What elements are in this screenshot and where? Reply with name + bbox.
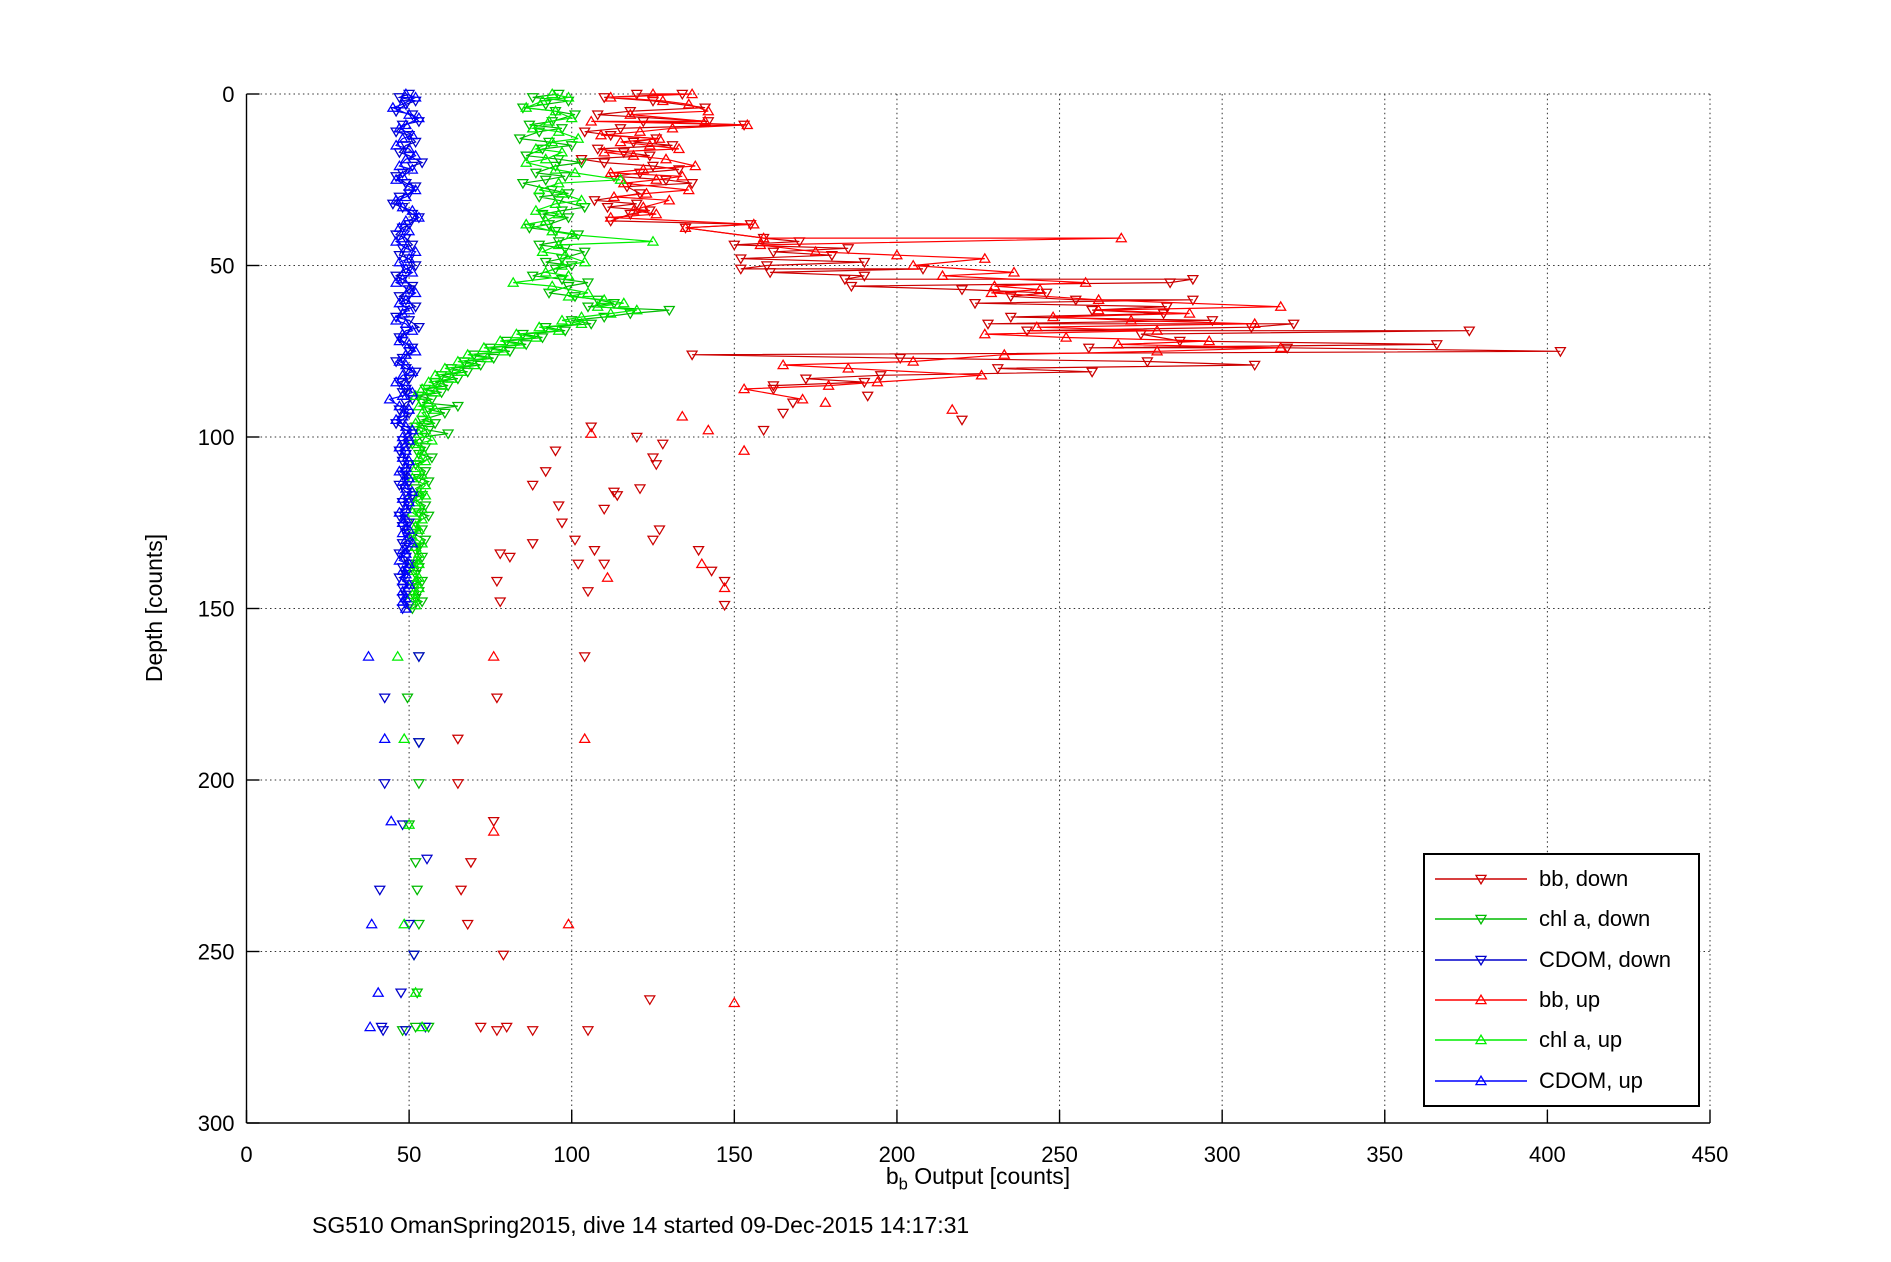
- legend-label: chl a, up: [1539, 1027, 1623, 1053]
- x-tick-label: 250: [1041, 1142, 1078, 1167]
- x-axis-label: bb Output [counts]: [246, 1163, 1710, 1195]
- y-tick-label: 150: [198, 597, 235, 622]
- legend-label: chl a, down: [1539, 906, 1651, 932]
- triangle-down-icon: [1474, 955, 1488, 966]
- y-tick-label: 100: [198, 425, 235, 450]
- series-bb-up: [487, 87, 1287, 1008]
- series-markers: [362, 87, 425, 1032]
- legend-item-bb-down: bb, down: [1425, 859, 1698, 899]
- triangle-up-icon: [1474, 994, 1488, 1005]
- x-tick-label: 100: [553, 1142, 590, 1167]
- series-chl-a-down: [396, 89, 676, 1037]
- legend-marker-chl-a-down: [1435, 915, 1527, 926]
- legend-marker-bb-down: [1435, 874, 1527, 886]
- x-tick-label: 0: [240, 1142, 252, 1167]
- x-tick-label: 300: [1204, 1142, 1241, 1167]
- triangle-down-icon: [1474, 915, 1488, 926]
- legend-item-bb-up: bb, up: [1425, 980, 1698, 1020]
- legend-box: bb, down chl a, down CDOM, down bb, up chl a…: [1423, 853, 1700, 1107]
- legend-item-cdom-up: CDOM, up: [1425, 1061, 1698, 1101]
- x-axis-label-rest: Output [counts]: [907, 1163, 1071, 1189]
- legend-item-chl-a-down: chl a, down: [1425, 899, 1698, 939]
- x-axis-label-base: b: [885, 1163, 899, 1189]
- y-tick-label: 250: [198, 940, 235, 965]
- legend-label: CDOM, down: [1539, 946, 1672, 972]
- series-cdom-up: [362, 87, 425, 1032]
- x-tick-label: 50: [397, 1142, 421, 1167]
- axes: [245, 93, 1711, 1124]
- y-tick-label: 200: [198, 768, 235, 793]
- x-tick-label: 200: [879, 1142, 916, 1167]
- x-tick-label: 400: [1529, 1142, 1566, 1167]
- series-markers: [391, 87, 660, 1032]
- y-tick-label: 0: [222, 82, 234, 107]
- series-line: [410, 93, 654, 606]
- y-axis-label: Depth [counts]: [141, 533, 167, 683]
- legend-marker-cdom-up: [1435, 1074, 1527, 1086]
- legend-marker-cdom-down: [1435, 955, 1527, 966]
- x-axis-label-subscript: b: [898, 1174, 908, 1194]
- triangle-up-icon: [1474, 1074, 1488, 1086]
- series-markers: [396, 89, 676, 1037]
- series-bb-down: [451, 89, 1567, 1037]
- tick-labels: 0 50 100 150 200 250 300 350 400 450 0 50 100 150 200 2…: [198, 82, 1729, 1167]
- legend-label: CDOM, up: [1539, 1067, 1643, 1093]
- y-tick-label: 50: [210, 254, 234, 279]
- series-line: [581, 93, 1561, 387]
- series-line: [591, 93, 1281, 400]
- legend-marker-chl-a-up: [1435, 1034, 1527, 1045]
- legend-item-chl-a-up: chl a, up: [1425, 1020, 1698, 1060]
- figure-caption: SG510 OmanSpring2015, dive 14 started 09…: [312, 1212, 970, 1238]
- series-markers: [451, 89, 1567, 1037]
- x-tick-label: 350: [1366, 1142, 1403, 1167]
- series-markers: [487, 87, 1287, 1008]
- triangle-up-icon: [1474, 1034, 1488, 1045]
- legend-label: bb, up: [1539, 987, 1601, 1013]
- legend-item-cdom-down: CDOM, down: [1425, 940, 1698, 980]
- legend-marker-bb-up: [1435, 994, 1527, 1005]
- legend-label: bb, down: [1539, 866, 1629, 892]
- x-tick-label: 150: [716, 1142, 753, 1167]
- series-chl-a-up: [391, 87, 660, 1032]
- y-tick-label: 300: [198, 1111, 235, 1136]
- triangle-down-icon: [1474, 874, 1488, 886]
- x-tick-label: 450: [1692, 1142, 1729, 1167]
